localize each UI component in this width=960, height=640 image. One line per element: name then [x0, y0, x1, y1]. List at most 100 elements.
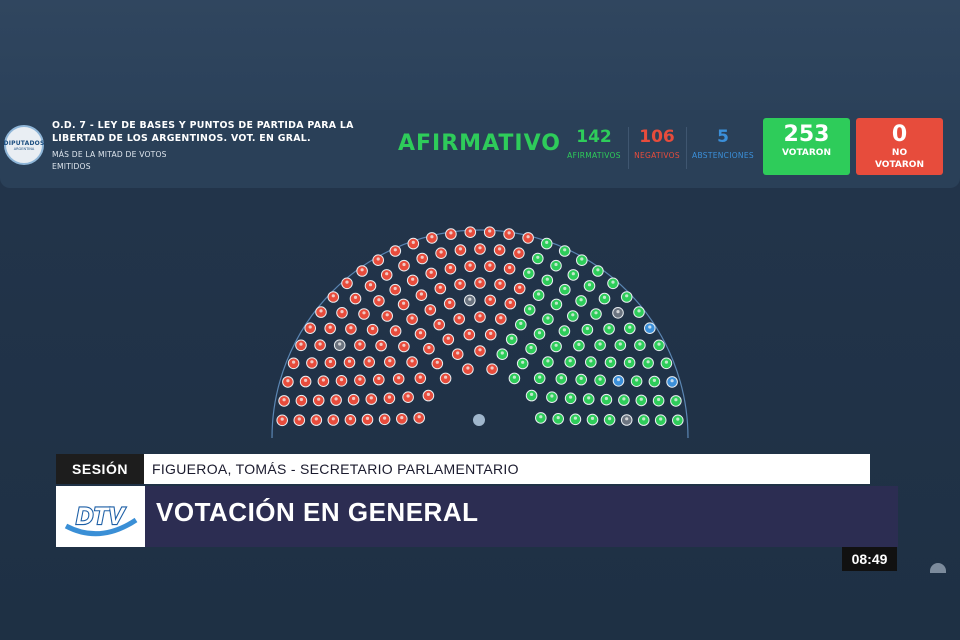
watermark-icon [930, 563, 946, 573]
seat-avatar [508, 265, 512, 270]
seat-avatar [512, 375, 516, 379]
seat-avatar [319, 309, 323, 313]
seat-avatar [308, 325, 312, 329]
no-votaron-label: NO VOTARON [875, 148, 924, 170]
seat-avatar [297, 417, 301, 421]
seat-avatar [304, 378, 308, 382]
seat-avatar [587, 396, 591, 400]
seat-avatar [362, 311, 366, 315]
logo-subtext: ARGENTINA [13, 146, 35, 151]
seat-avatar [411, 277, 415, 281]
seat-avatar [657, 397, 661, 402]
seat-avatar [550, 394, 554, 398]
votaron-label: VOTARON [782, 148, 831, 158]
seat-avatar [402, 262, 406, 267]
seat-avatar [478, 314, 482, 318]
seat-avatar [507, 231, 511, 235]
seat-avatar [537, 292, 541, 296]
seat-avatar [527, 270, 531, 274]
clock: 08:49 [842, 547, 897, 571]
seat-avatar [554, 343, 558, 347]
president-seat [473, 414, 485, 426]
seat-avatar [602, 295, 607, 299]
seat-hemicycle [271, 226, 689, 439]
hemicycle-outline [271, 229, 689, 439]
no-votaron-box: 0 NO VOTARON [856, 118, 943, 175]
seat-avatar [562, 328, 566, 332]
seat-avatar [596, 268, 600, 272]
seat-avatar [638, 342, 642, 346]
seat-avatar [628, 325, 632, 329]
seat-avatar [365, 416, 370, 420]
seat-avatar [282, 398, 286, 402]
seat-avatar [410, 359, 414, 363]
logo-letters: DTV [76, 503, 126, 530]
seat-avatar [563, 248, 567, 252]
seat-avatar [385, 272, 389, 276]
order-title: O.D. 7 - LEY DE BASES Y PUNTOS DE PARTID… [52, 120, 354, 144]
seat-avatar [377, 376, 381, 380]
session-tag: SESIÓN [56, 454, 144, 484]
seat-avatar [458, 247, 462, 251]
seat-avatar [556, 416, 560, 420]
seat-avatar [498, 281, 502, 285]
seat-avatar [338, 342, 342, 346]
seat-avatar [598, 377, 602, 381]
seat-avatar [345, 280, 349, 284]
divider [628, 127, 629, 169]
seat-avatar [585, 326, 589, 331]
seat-avatar [639, 397, 643, 401]
seat-avatar [587, 283, 592, 287]
negativos-count: 106 [639, 127, 675, 147]
seat-avatar [579, 376, 583, 380]
seat-avatar [418, 331, 423, 335]
speaker-bar [56, 454, 870, 484]
seat-avatar [321, 378, 325, 382]
seat-avatar [417, 415, 421, 419]
seat-avatar [563, 286, 567, 291]
seat-avatar [331, 294, 335, 298]
seat-avatar [554, 262, 558, 267]
seat-avatar [467, 331, 471, 335]
seat-avatar [385, 313, 389, 317]
seat-avatar [489, 331, 493, 335]
seat-avatar [406, 394, 410, 398]
seat-avatar [314, 417, 318, 421]
seat-avatar [419, 292, 423, 296]
seat-avatar [368, 283, 373, 287]
seat-avatar [340, 310, 344, 314]
seat-avatar [383, 416, 387, 420]
seat-avatar [517, 250, 521, 254]
seat-avatar [435, 360, 439, 364]
seat-avatar [594, 311, 598, 315]
seat-avatar [676, 417, 680, 421]
seat-avatar [490, 366, 494, 370]
seat-avatar [625, 294, 629, 298]
seat-avatar [446, 336, 450, 340]
seat-avatar [545, 277, 549, 281]
seat-avatar [590, 416, 595, 420]
seat-avatar [348, 417, 352, 421]
seat-avatar [402, 301, 406, 305]
afirmativos-label: AFIRMATIVOS [567, 151, 621, 160]
seat-avatar [379, 342, 383, 346]
seat-avatar [670, 379, 674, 383]
abstenciones-label: ABSTENCIONES [692, 151, 754, 160]
seat-avatar [393, 286, 397, 291]
logo-swoosh [64, 517, 138, 537]
seat-avatar [536, 255, 540, 259]
seat-avatar [402, 343, 406, 347]
seat-avatar [358, 342, 362, 346]
seat-avatar [339, 378, 344, 382]
seat-avatar [539, 415, 543, 419]
seat-avatar [637, 309, 641, 313]
seat-avatar [546, 359, 550, 363]
seat-avatar [466, 366, 470, 370]
seat-avatar [360, 268, 364, 272]
seat-avatar [571, 272, 575, 276]
seat-avatar [559, 376, 563, 380]
seat-avatar [400, 416, 404, 420]
afirmativos-count: 142 [576, 127, 612, 147]
seat-avatar [410, 316, 414, 320]
seat-avatar [457, 316, 461, 320]
